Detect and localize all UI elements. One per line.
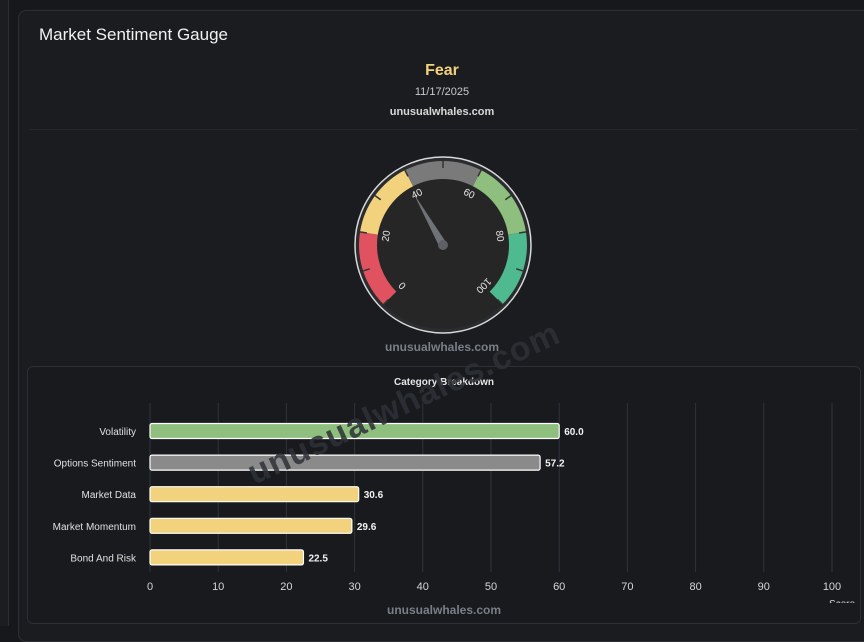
bar-value-label: 57.2 — [545, 459, 565, 470]
gauge-watermark: unusualwhales.com — [384, 340, 500, 354]
bar-value-label: 60.0 — [564, 427, 584, 438]
gauge-band-2 — [404, 161, 482, 187]
category-label: Market Momentum — [53, 522, 136, 533]
x-tick-label: 80 — [689, 581, 701, 593]
gauge-tick — [504, 195, 512, 201]
bar — [149, 517, 353, 534]
sentiment-panel: Market Sentiment Gauge Fear 11/17/2025 u… — [18, 10, 864, 642]
gauge-band-0 — [359, 231, 397, 305]
chart-title: Category Breakdown — [393, 377, 495, 388]
gauge-tick — [477, 169, 482, 177]
bar-value-label: 22.5 — [308, 553, 328, 564]
x-tick-label: 20 — [280, 581, 292, 593]
gauge-band-4 — [489, 231, 527, 305]
bar-value-label: 30.6 — [364, 490, 384, 501]
category-label: Bond And Risk — [70, 553, 137, 564]
bar — [149, 549, 305, 566]
gauge-tick — [518, 231, 527, 234]
x-axis-label: Score — [829, 599, 856, 603]
x-tick-label: 90 — [758, 581, 770, 593]
site-label: unusualwhales.com — [389, 106, 495, 118]
bar-chart-svg: 0 10 20 30 40 50 60 70 80 90 100 Score Volatility 60.… — [53, 403, 856, 603]
gauge-tick-label: 20 — [381, 229, 394, 242]
sentiment-label: Fear — [425, 62, 459, 79]
gauge-tick-label: 40 — [410, 187, 425, 202]
bar-value-label: 29.6 — [357, 522, 377, 533]
gauge-tick-label: 80 — [493, 230, 506, 243]
chart-watermark: unusualwhales.com — [386, 603, 502, 617]
gauge-tick — [496, 298, 503, 305]
bar — [149, 454, 541, 471]
gauge-band-1 — [360, 170, 414, 235]
x-tick-label: 30 — [348, 581, 360, 593]
bar — [149, 486, 360, 503]
gauge-band-3 — [472, 170, 526, 235]
x-tick-label: 40 — [417, 581, 429, 593]
gauge-needle — [413, 192, 447, 247]
gauge-tick — [359, 231, 368, 234]
gauge-hub — [438, 240, 448, 250]
panel-title: Market Sentiment Gauge — [39, 25, 228, 44]
x-tick-label: 10 — [212, 581, 224, 593]
gauge-tick — [383, 298, 390, 305]
category-label: Volatility — [99, 427, 136, 438]
gauge-tick-label: 60 — [461, 187, 476, 202]
x-tick-label: 60 — [553, 581, 565, 593]
left-rail — [0, 0, 9, 626]
category-label: Options Sentiment — [54, 459, 136, 470]
x-tick-label: 70 — [621, 581, 633, 593]
gauge-tick — [404, 169, 409, 177]
gauge-tick — [374, 195, 382, 201]
bar — [149, 422, 560, 440]
header-divider — [29, 129, 857, 130]
sentiment-gauge: 0 20 40 60 80 100 — [353, 155, 533, 335]
category-label: Market Data — [82, 490, 137, 501]
x-tick-label: 0 — [147, 581, 153, 593]
sentiment-date: 11/17/2025 — [414, 86, 470, 98]
gauge-tick — [362, 268, 371, 272]
x-tick-label: 50 — [485, 581, 497, 593]
category-breakdown-chart: Category Breakdown 0 10 20 30 40 50 60 70 80 90 10… — [27, 366, 861, 624]
gauge-tick — [515, 268, 524, 272]
x-tick-label: 100 — [823, 581, 841, 593]
